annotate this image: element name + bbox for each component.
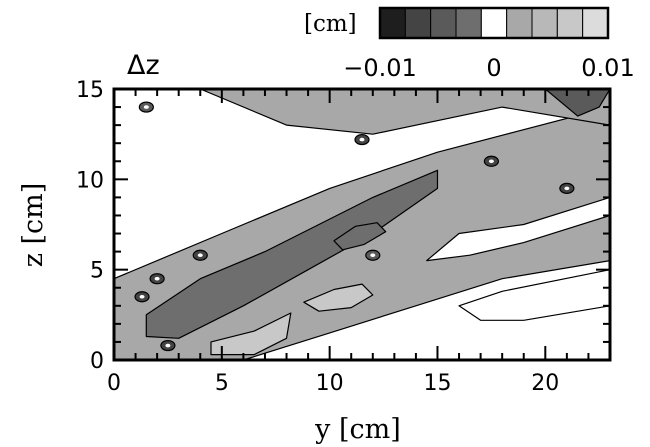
- contour-spot-core-6: [370, 253, 376, 258]
- colorbar-cell-8: [582, 7, 609, 39]
- contour-region-1: [199, 89, 610, 135]
- contour-spot-core-1: [197, 253, 203, 258]
- colorbar-cell-2: [430, 7, 457, 39]
- contour-region-3: [544, 89, 610, 117]
- plot-area: 0 5 10 15 20 0 5 10 15: [76, 78, 612, 396]
- contour-spot-core-2: [154, 276, 160, 281]
- colorbar-tick-label: −0.01: [343, 54, 417, 82]
- contour-spot-core-5: [564, 186, 570, 191]
- contour-spot-core-7: [165, 343, 171, 348]
- x-tick-label: 15: [423, 371, 451, 396]
- x-tick-label: 5: [215, 371, 229, 396]
- panel-title: Δz: [127, 50, 160, 81]
- colorbar-tick-label: 0.01: [581, 54, 634, 82]
- colorbar-cell-7: [556, 7, 584, 39]
- axis-ticks: 0 5 10 15 20 0 5 10 15: [76, 78, 611, 396]
- y-tick-label: 15: [76, 78, 104, 103]
- colorbar-unit: [cm]: [304, 11, 357, 37]
- colorbar-cell-1: [404, 7, 432, 39]
- contour-region-7: [426, 196, 610, 262]
- x-tick-label: 20: [531, 371, 559, 396]
- contour-spots: [134, 101, 575, 352]
- x-axis-label: y [cm]: [314, 414, 401, 445]
- colorbar-cell-3: [455, 7, 482, 39]
- contour-spot-core-8: [143, 105, 149, 109]
- colorbar: [cm] −0.01 0 0.01: [304, 6, 635, 82]
- colorbar-tick-label: 0: [486, 54, 501, 82]
- contour-region-4: [333, 222, 387, 251]
- colorbar-cell-5: [506, 7, 533, 39]
- y-tick-label: 10: [76, 168, 104, 193]
- y-axis-label: z [cm]: [18, 183, 49, 268]
- colorbar-cells: [379, 7, 609, 39]
- colorbar-frame: [378, 6, 610, 40]
- contour-spot-core-4: [488, 159, 494, 164]
- x-tick-label: 10: [316, 371, 344, 396]
- contour-spot-core-0: [359, 137, 365, 142]
- y-tick-label: 0: [90, 349, 104, 374]
- contour-spot-core-3: [139, 294, 145, 299]
- y-tick-label: 5: [90, 259, 104, 284]
- contour-region-8: [458, 269, 610, 321]
- plot-frame: [112, 87, 612, 362]
- colorbar-cell-0: [379, 7, 406, 39]
- contour-region-6: [210, 312, 292, 356]
- colorbar-cell-6: [531, 7, 558, 39]
- colorbar-cell-4: [480, 7, 508, 39]
- colorbar-tick-labels: −0.01 0 0.01: [343, 54, 634, 82]
- contour-region-2: [145, 169, 439, 339]
- contour-region-5: [303, 283, 374, 312]
- x-tick-label: 0: [107, 371, 121, 396]
- contour-regions: [114, 89, 610, 360]
